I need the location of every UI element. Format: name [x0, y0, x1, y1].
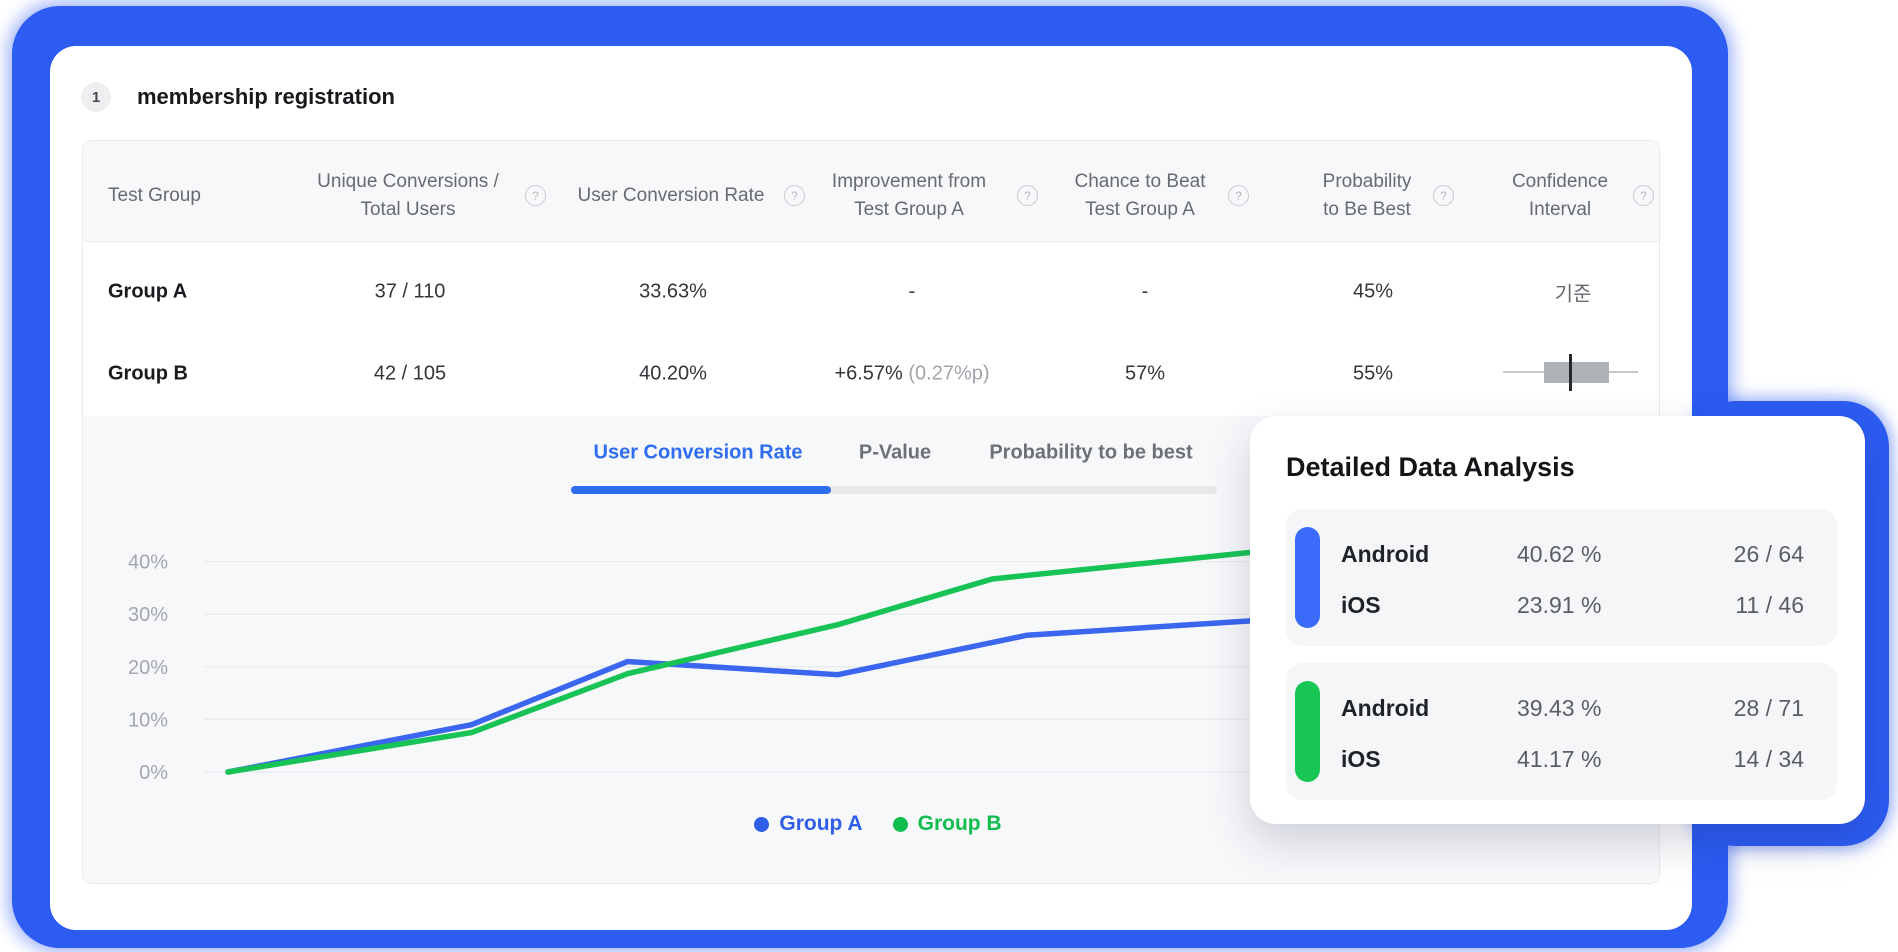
- cell-rate-b: 40.20%: [639, 362, 707, 385]
- cell-improvement-b: +6.57% (0.27%p): [834, 362, 990, 385]
- device-rate: 41.17 %: [1517, 745, 1602, 772]
- cell-improvement-a: -: [908, 280, 916, 303]
- detail-row: iOS 41.17 % 14 / 34: [1341, 737, 1804, 781]
- help-icon[interactable]: ?: [1633, 185, 1654, 206]
- group-a-dot-icon: [754, 816, 770, 832]
- cell-chance-b: 57%: [1124, 362, 1166, 385]
- device-fraction: 26 / 64: [1733, 540, 1804, 567]
- y-axis-tick-label: 30%: [128, 604, 168, 626]
- cell-chance-a: -: [1141, 280, 1149, 303]
- detail-card-title: Detailed Data Analysis: [1286, 452, 1575, 482]
- cell-conversions-b: 42 / 105: [373, 362, 447, 385]
- cell-rate-a: 33.63%: [639, 280, 707, 303]
- col-header-chance-to-beat: Chance to Beat Test Group A: [1074, 171, 1206, 220]
- cell-prob-best-b: 55%: [1352, 362, 1394, 385]
- detail-row: Android 40.62 % 26 / 64: [1341, 532, 1804, 576]
- device-rate: 40.62 %: [1517, 540, 1602, 567]
- device-rate: 39.43 %: [1517, 694, 1602, 721]
- device-label: Android: [1341, 694, 1430, 721]
- line-series-group-a: [225, 615, 1334, 775]
- legend-label: Group A: [779, 812, 863, 835]
- cell-prob-best-a: 45%: [1352, 280, 1394, 303]
- chart-legend: Group A Group B: [678, 808, 1078, 840]
- device-fraction: 28 / 71: [1733, 694, 1804, 721]
- col-header-user-conversion-rate: User Conversion Rate: [577, 185, 765, 206]
- device-label: iOS: [1341, 591, 1381, 618]
- tab-active-underline: [571, 486, 831, 494]
- help-icon[interactable]: ?: [1017, 185, 1038, 206]
- tab-probability-to-be-best[interactable]: Probability to be best: [989, 441, 1193, 464]
- detail-section-group-b: Android 39.43 % 28 / 71 iOS 41.17 % 14 /…: [1286, 663, 1837, 800]
- page-title: membership registration: [137, 84, 395, 109]
- col-header-confidence-interval: Confidence Interval: [1511, 171, 1609, 220]
- help-icon[interactable]: ?: [1433, 185, 1454, 206]
- legend-label: Group B: [917, 812, 1002, 835]
- row-group-b-label: Group B: [108, 362, 188, 385]
- detail-row: Android 39.43 % 28 / 71: [1341, 686, 1804, 730]
- tab-underline-track: [571, 486, 1217, 494]
- y-axis-tick-label: 40%: [128, 552, 168, 574]
- y-axis-tick-label: 0%: [139, 762, 168, 784]
- confidence-interval-midline: [1569, 354, 1572, 391]
- col-header-test-group: Test Group: [108, 185, 201, 206]
- detail-section-group-a: Android 40.62 % 26 / 64 iOS 23.91 % 11 /…: [1286, 509, 1837, 646]
- col-header-probability-best: Probability to Be Best: [1322, 171, 1412, 220]
- group-b-dot-icon: [892, 816, 908, 832]
- tab-p-value[interactable]: P-Value: [858, 441, 932, 464]
- legend-item-group-b[interactable]: Group B: [892, 812, 1002, 836]
- group-b-pill-icon: [1295, 681, 1320, 782]
- table-header-band: [83, 141, 1659, 242]
- col-header-unique-conversions: Unique Conversions / Total Users: [317, 171, 499, 220]
- help-icon[interactable]: ?: [784, 185, 805, 206]
- detailed-data-analysis-card: Detailed Data Analysis Android 40.62 % 2…: [1250, 416, 1865, 824]
- y-axis-tick-label: 10%: [128, 709, 168, 731]
- col-header-improvement: Improvement from Test Group A: [831, 171, 987, 220]
- cell-conversions-a: 37 / 110: [374, 280, 446, 303]
- y-axis-tick-label: 20%: [128, 657, 168, 679]
- line-series-group-b: [225, 543, 1334, 775]
- device-rate: 23.91 %: [1517, 591, 1602, 618]
- device-label: iOS: [1341, 745, 1381, 772]
- legend-item-group-a[interactable]: Group A: [754, 812, 863, 836]
- device-fraction: 14 / 34: [1733, 745, 1804, 772]
- help-icon[interactable]: ?: [525, 185, 546, 206]
- step-badge: 1: [81, 82, 111, 112]
- detail-row: iOS 23.91 % 11 / 46: [1341, 583, 1804, 627]
- improvement-percentage-points: (0.27%p): [908, 362, 990, 385]
- group-a-pill-icon: [1295, 527, 1320, 628]
- device-fraction: 11 / 46: [1735, 591, 1804, 618]
- row-group-a-label: Group A: [108, 280, 188, 303]
- confidence-interval-box: [1544, 362, 1609, 383]
- tab-user-conversion-rate[interactable]: User Conversion Rate: [593, 441, 803, 464]
- cell-ci-baseline-a: 기준: [1554, 283, 1592, 306]
- help-icon[interactable]: ?: [1228, 185, 1249, 206]
- device-label: Android: [1341, 540, 1430, 567]
